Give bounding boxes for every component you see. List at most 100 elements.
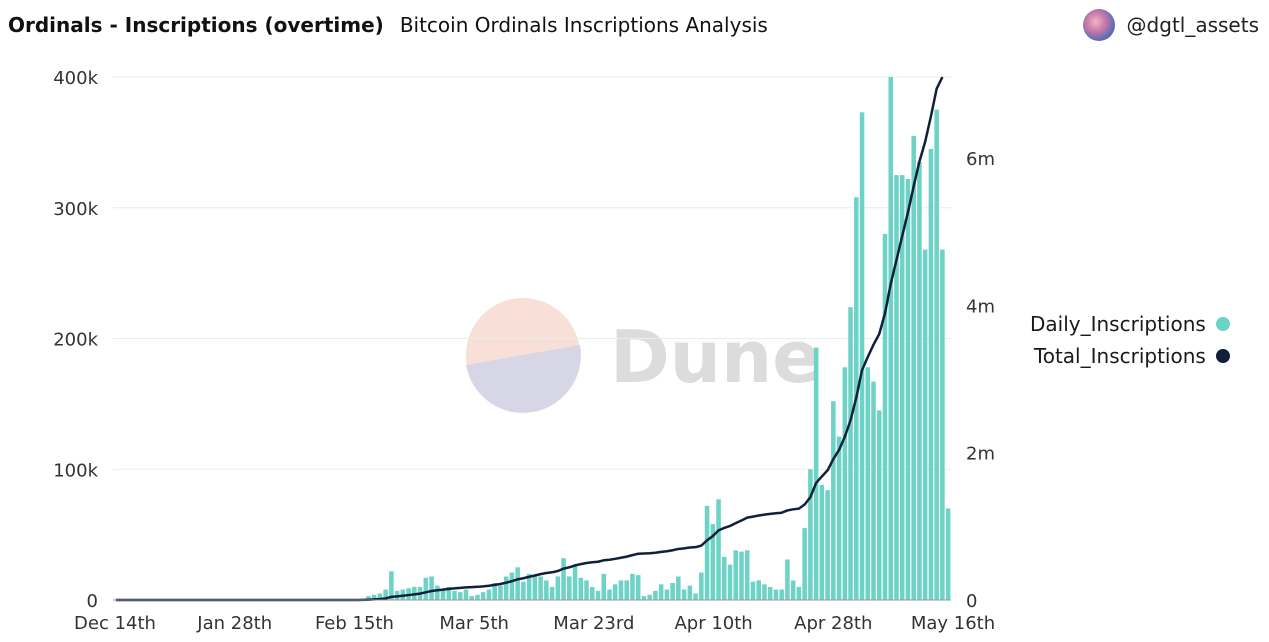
bar-daily-inscriptions[interactable] bbox=[383, 589, 388, 600]
bar-daily-inscriptions[interactable] bbox=[503, 576, 509, 600]
bar-daily-inscriptions[interactable] bbox=[463, 589, 469, 600]
bar-daily-inscriptions[interactable] bbox=[509, 572, 515, 600]
bar-daily-inscriptions[interactable] bbox=[653, 590, 658, 600]
bar-daily-inscriptions[interactable] bbox=[922, 249, 928, 600]
bar-daily-inscriptions[interactable] bbox=[435, 585, 440, 600]
bar-daily-inscriptions[interactable] bbox=[635, 575, 641, 600]
bar-daily-inscriptions[interactable] bbox=[945, 508, 951, 600]
bar-daily-inscriptions[interactable] bbox=[440, 589, 446, 600]
bar-daily-inscriptions[interactable] bbox=[762, 584, 767, 600]
bar-daily-inscriptions[interactable] bbox=[457, 592, 463, 600]
bar-daily-inscriptions[interactable] bbox=[572, 566, 578, 600]
bar-daily-inscriptions[interactable] bbox=[630, 573, 635, 600]
bar-daily-inscriptions[interactable] bbox=[693, 593, 698, 600]
bar-daily-inscriptions[interactable] bbox=[934, 109, 939, 600]
bar-daily-inscriptions[interactable] bbox=[389, 571, 394, 600]
bar-daily-inscriptions[interactable] bbox=[595, 590, 601, 600]
bar-daily-inscriptions[interactable] bbox=[469, 596, 474, 600]
bar-daily-inscriptions[interactable] bbox=[561, 558, 566, 600]
bar-daily-inscriptions[interactable] bbox=[704, 505, 710, 600]
bar-daily-inscriptions[interactable] bbox=[423, 577, 429, 600]
bar-daily-inscriptions[interactable] bbox=[521, 581, 526, 600]
bar-daily-inscriptions[interactable] bbox=[796, 586, 802, 600]
legend-item-daily[interactable]: Daily_Inscriptions bbox=[1030, 308, 1230, 340]
bar-daily-inscriptions[interactable] bbox=[813, 347, 819, 600]
bar-daily-inscriptions[interactable] bbox=[756, 580, 761, 600]
legend-item-total[interactable]: Total_Inscriptions bbox=[1030, 340, 1230, 372]
bar-daily-inscriptions[interactable] bbox=[779, 589, 784, 600]
bar-daily-inscriptions[interactable] bbox=[722, 556, 727, 600]
bar-daily-inscriptions[interactable] bbox=[871, 381, 876, 600]
bar-daily-inscriptions[interactable] bbox=[670, 583, 675, 600]
bar-daily-inscriptions[interactable] bbox=[612, 584, 618, 600]
bar-daily-inscriptions[interactable] bbox=[888, 77, 893, 600]
bar-daily-inscriptions[interactable] bbox=[727, 564, 733, 600]
owner-name[interactable]: @dgtl_assets bbox=[1126, 13, 1259, 37]
bar-daily-inscriptions[interactable] bbox=[498, 585, 503, 600]
bar-daily-inscriptions[interactable] bbox=[526, 573, 532, 600]
bar-daily-inscriptions[interactable] bbox=[710, 524, 716, 600]
bar-daily-inscriptions[interactable] bbox=[940, 249, 945, 600]
bar-daily-inscriptions[interactable] bbox=[848, 307, 853, 600]
bar-daily-inscriptions[interactable] bbox=[584, 580, 589, 600]
bar-daily-inscriptions[interactable] bbox=[785, 559, 790, 600]
bar-daily-inscriptions[interactable] bbox=[624, 580, 629, 600]
bar-daily-inscriptions[interactable] bbox=[825, 490, 830, 600]
bar-daily-inscriptions[interactable] bbox=[658, 584, 664, 600]
bar-daily-inscriptions[interactable] bbox=[452, 590, 457, 600]
bar-daily-inscriptions[interactable] bbox=[802, 528, 807, 600]
bar-daily-inscriptions[interactable] bbox=[641, 596, 647, 600]
bar-daily-inscriptions[interactable] bbox=[905, 178, 911, 601]
bar-daily-inscriptions[interactable] bbox=[899, 175, 905, 600]
bar-daily-inscriptions[interactable] bbox=[446, 586, 452, 600]
bar-daily-inscriptions[interactable] bbox=[555, 576, 561, 600]
bar-daily-inscriptions[interactable] bbox=[567, 576, 572, 600]
bar-daily-inscriptions[interactable] bbox=[716, 499, 721, 600]
bar-daily-inscriptions[interactable] bbox=[699, 572, 704, 600]
bar-daily-inscriptions[interactable] bbox=[607, 589, 612, 600]
bar-daily-inscriptions[interactable] bbox=[744, 550, 750, 600]
bar-daily-inscriptions[interactable] bbox=[836, 436, 842, 600]
bar-daily-inscriptions[interactable] bbox=[618, 580, 624, 600]
owner-badge[interactable]: @dgtl_assets bbox=[1082, 8, 1259, 42]
bar-daily-inscriptions[interactable] bbox=[819, 484, 825, 600]
bar-daily-inscriptions[interactable] bbox=[865, 367, 871, 600]
bar-daily-inscriptions[interactable] bbox=[750, 581, 756, 600]
bar-daily-inscriptions[interactable] bbox=[917, 161, 922, 601]
bar-daily-inscriptions[interactable] bbox=[876, 410, 882, 600]
bar-daily-inscriptions[interactable] bbox=[480, 592, 486, 600]
bar-daily-inscriptions[interactable] bbox=[429, 576, 434, 600]
bar-daily-inscriptions[interactable] bbox=[894, 175, 899, 600]
bar-daily-inscriptions[interactable] bbox=[831, 401, 836, 600]
bar-daily-inscriptions[interactable] bbox=[859, 112, 865, 601]
bar-daily-inscriptions[interactable] bbox=[790, 580, 796, 600]
bar-daily-inscriptions[interactable] bbox=[767, 586, 773, 600]
bar-daily-inscriptions[interactable] bbox=[492, 583, 497, 600]
bar-daily-inscriptions[interactable] bbox=[538, 576, 543, 600]
bar-daily-inscriptions[interactable] bbox=[371, 594, 377, 600]
bar-daily-inscriptions[interactable] bbox=[366, 596, 371, 600]
bar-daily-inscriptions[interactable] bbox=[808, 469, 813, 600]
bar-daily-inscriptions[interactable] bbox=[733, 550, 739, 600]
bar-daily-inscriptions[interactable] bbox=[911, 135, 916, 600]
bar-daily-inscriptions[interactable] bbox=[687, 585, 693, 600]
bar-daily-inscriptions[interactable] bbox=[377, 593, 383, 600]
bar-daily-inscriptions[interactable] bbox=[515, 567, 520, 600]
chart-title[interactable]: Ordinals - Inscriptions (overtime) bbox=[8, 13, 384, 37]
bar-daily-inscriptions[interactable] bbox=[475, 594, 480, 600]
bar-daily-inscriptions[interactable] bbox=[739, 551, 744, 600]
bar-daily-inscriptions[interactable] bbox=[647, 594, 652, 600]
bar-daily-inscriptions[interactable] bbox=[549, 586, 555, 600]
bar-daily-inscriptions[interactable] bbox=[578, 577, 584, 600]
bar-daily-inscriptions[interactable] bbox=[681, 589, 687, 600]
bar-daily-inscriptions[interactable] bbox=[676, 576, 681, 600]
bar-daily-inscriptions[interactable] bbox=[544, 580, 549, 600]
bar-daily-inscriptions[interactable] bbox=[928, 148, 934, 600]
bar-daily-inscriptions[interactable] bbox=[773, 589, 779, 600]
bar-daily-inscriptions[interactable] bbox=[842, 367, 848, 600]
bar-daily-inscriptions[interactable] bbox=[532, 576, 538, 600]
bar-daily-inscriptions[interactable] bbox=[664, 589, 670, 600]
avatar[interactable] bbox=[1082, 9, 1115, 41]
bar-daily-inscriptions[interactable] bbox=[601, 573, 607, 600]
bar-daily-inscriptions[interactable] bbox=[882, 233, 888, 600]
